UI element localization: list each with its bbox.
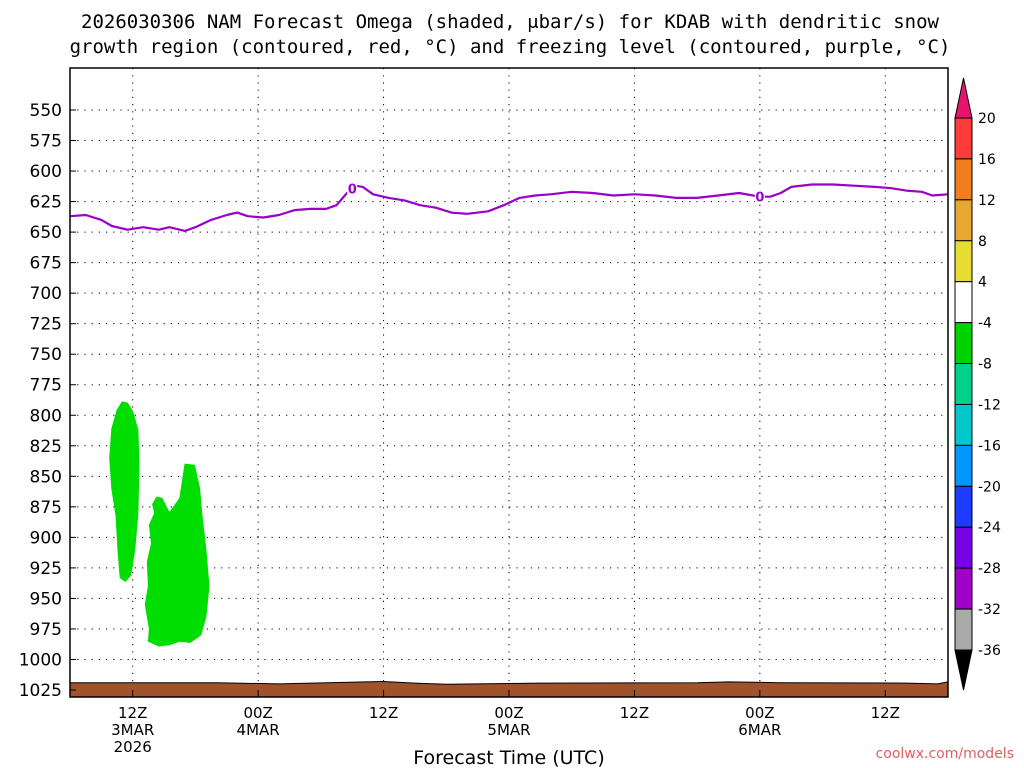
- colorbar-bottom-arrow: [954, 649, 973, 691]
- y-tick-label: 700: [30, 284, 62, 304]
- colorbar-segment: [954, 117, 973, 160]
- y-tick-label: 900: [30, 528, 62, 548]
- freezing-level-label: 0: [755, 191, 764, 206]
- colorbar-tick-label: -36: [978, 643, 1001, 659]
- y-tick-label: 600: [30, 162, 62, 182]
- colorbar-tick-label: -4: [978, 316, 992, 332]
- colorbar-tick-label: 4: [978, 275, 987, 291]
- y-tick-label: 925: [30, 559, 62, 579]
- colorbar-tick-label: 20: [978, 111, 996, 127]
- surface-ground: [70, 680, 948, 697]
- y-tick-label: 750: [30, 345, 62, 365]
- colorbar-segment: [954, 608, 973, 651]
- y-tick-label: 625: [30, 193, 62, 213]
- x-tick-label: 12Z: [118, 704, 147, 722]
- colorbar-segment: [954, 526, 973, 569]
- plot-area: 00: [70, 68, 948, 697]
- freezing-level-label-bg: [347, 181, 358, 196]
- colorbar-tick-label: -12: [978, 397, 1001, 413]
- colorbar-tick-label: -20: [978, 479, 1001, 495]
- colorbar-segment: [954, 158, 973, 201]
- y-tick-label: 1000: [19, 650, 62, 670]
- colorbar-segment: [954, 567, 973, 610]
- y-tick-label: 975: [30, 620, 62, 640]
- y-tick-label: 825: [30, 437, 62, 457]
- x-tick-label: 00Z: [243, 704, 272, 722]
- y-tick-label: 875: [30, 498, 62, 518]
- colorbar-segment: [954, 322, 973, 365]
- colorbar-tick-label: -8: [978, 357, 992, 373]
- x-tick-label: 3MAR: [111, 721, 154, 739]
- plot-content: 00: [70, 68, 948, 697]
- y-axis: 550 575 600 625 650 675 700 725 750 775 800 825 850 8…: [19, 101, 76, 701]
- y-tick-label: 550: [30, 101, 62, 121]
- colorbar-tick-label: -24: [978, 520, 1001, 536]
- y-tick-label: 675: [30, 254, 62, 274]
- x-axis-label: Forecast Time (UTC): [413, 747, 604, 768]
- omega-shaded-region: [109, 401, 140, 582]
- colorbar-tick-label: -16: [978, 438, 1001, 454]
- y-tick-label: 575: [30, 132, 62, 152]
- colorbar-tick-label: -28: [978, 561, 1001, 577]
- y-tick-label: 725: [30, 315, 62, 335]
- colorbar-top-arrow: [954, 77, 973, 119]
- y-tick-label: 1025: [19, 681, 62, 701]
- y-tick-label: 800: [30, 406, 62, 426]
- credit-text: coolwx.com/models: [876, 746, 1014, 762]
- freezing-level-label-bg: [754, 189, 765, 204]
- colorbar-segment: [954, 485, 973, 528]
- colorbar-segment: [954, 199, 973, 242]
- colorbar-tick-label: 16: [978, 152, 996, 168]
- colorbar: 20 16 12 8 4 -4 -8 -12 -16 -20 -24 -28 -32 -36: [954, 77, 1001, 691]
- chart-title-line2: growth region (contoured, red, °C) and f…: [70, 36, 951, 58]
- x-tick-label: 12Z: [369, 704, 398, 722]
- colorbar-segment: [954, 363, 973, 405]
- x-tick-label: 5MAR: [487, 721, 530, 739]
- x-tick-label: 2026: [114, 738, 152, 756]
- y-tick-label: 950: [30, 589, 62, 609]
- x-tick-label: 00Z: [745, 704, 774, 722]
- colorbar-segment: [954, 240, 973, 283]
- freezing-level-label: 0: [348, 182, 357, 197]
- y-tick-label: 650: [30, 223, 62, 243]
- colorbar-segment: [954, 444, 973, 487]
- colorbar-segment: [954, 281, 973, 324]
- chart-title-line1: 2026030306 NAM Forecast Omega (shaded, μ…: [81, 11, 939, 33]
- colorbar-tick-label: 12: [978, 193, 996, 209]
- colorbar-segment: [954, 403, 973, 446]
- omega-shaded-region: [144, 463, 210, 647]
- freezing-level-line: [70, 183, 948, 232]
- y-tick-label: 850: [30, 467, 62, 487]
- x-tick-label: 12Z: [620, 704, 649, 722]
- colorbar-tick-label: 8: [978, 234, 987, 250]
- y-tick-label: 775: [30, 376, 62, 396]
- x-tick-label: 6MAR: [738, 721, 781, 739]
- x-tick-label: 00Z: [494, 704, 523, 722]
- x-tick-label: 12Z: [871, 704, 900, 722]
- colorbar-tick-label: -32: [978, 602, 1001, 618]
- x-tick-label: 4MAR: [237, 721, 280, 739]
